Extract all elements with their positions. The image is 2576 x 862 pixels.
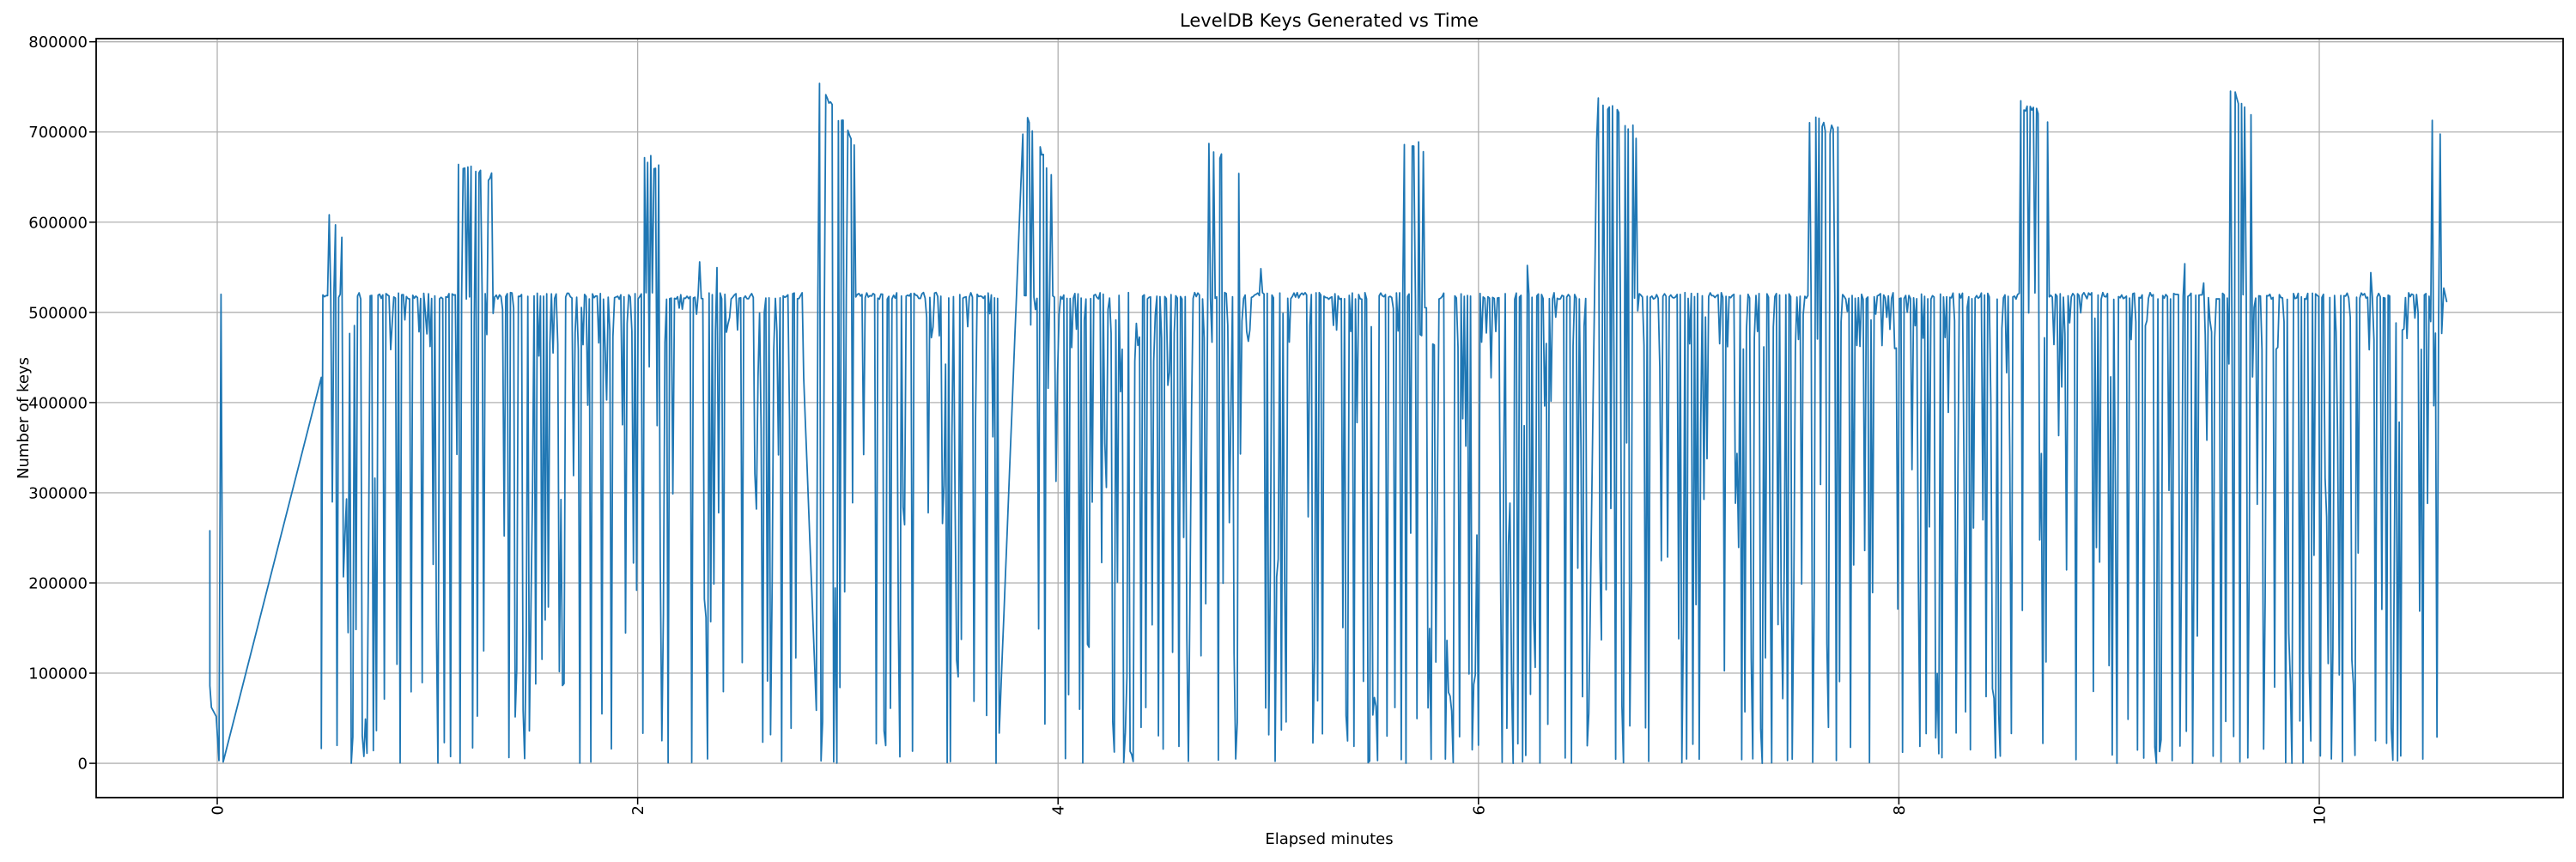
y-tick-label: 800000 (28, 33, 88, 52)
y-axis-label: Number of keys (15, 357, 33, 479)
y-tick-label: 400000 (28, 394, 88, 412)
x-tick-label: 4 (1050, 805, 1068, 815)
chart-title: LevelDB Keys Generated vs Time (1180, 10, 1479, 31)
y-tick-label: 100000 (28, 665, 88, 683)
y-tick-label: 200000 (28, 574, 88, 592)
x-axis-label: Elapsed minutes (1265, 830, 1393, 848)
series-layer (209, 82, 2448, 764)
y-tick-label: 700000 (28, 124, 88, 142)
x-tick-label: 8 (1891, 805, 1909, 815)
tick-marks (89, 40, 2320, 804)
x-tick-label: 10 (2312, 805, 2330, 825)
keys-series-line (209, 82, 2448, 764)
y-tick-label: 600000 (28, 214, 88, 232)
y-tick-label: 0 (78, 756, 88, 774)
tick-labels: 0 2 4 6 8 10 0 100000 200000 300000 400000 500000 60… (28, 33, 2329, 825)
y-tick-label: 300000 (28, 484, 88, 502)
x-tick-label: 0 (210, 805, 228, 815)
plot-border (95, 38, 2564, 798)
y-tick-label: 500000 (28, 304, 88, 322)
x-tick-label: 2 (629, 805, 647, 815)
x-tick-label: 6 (1470, 805, 1488, 815)
